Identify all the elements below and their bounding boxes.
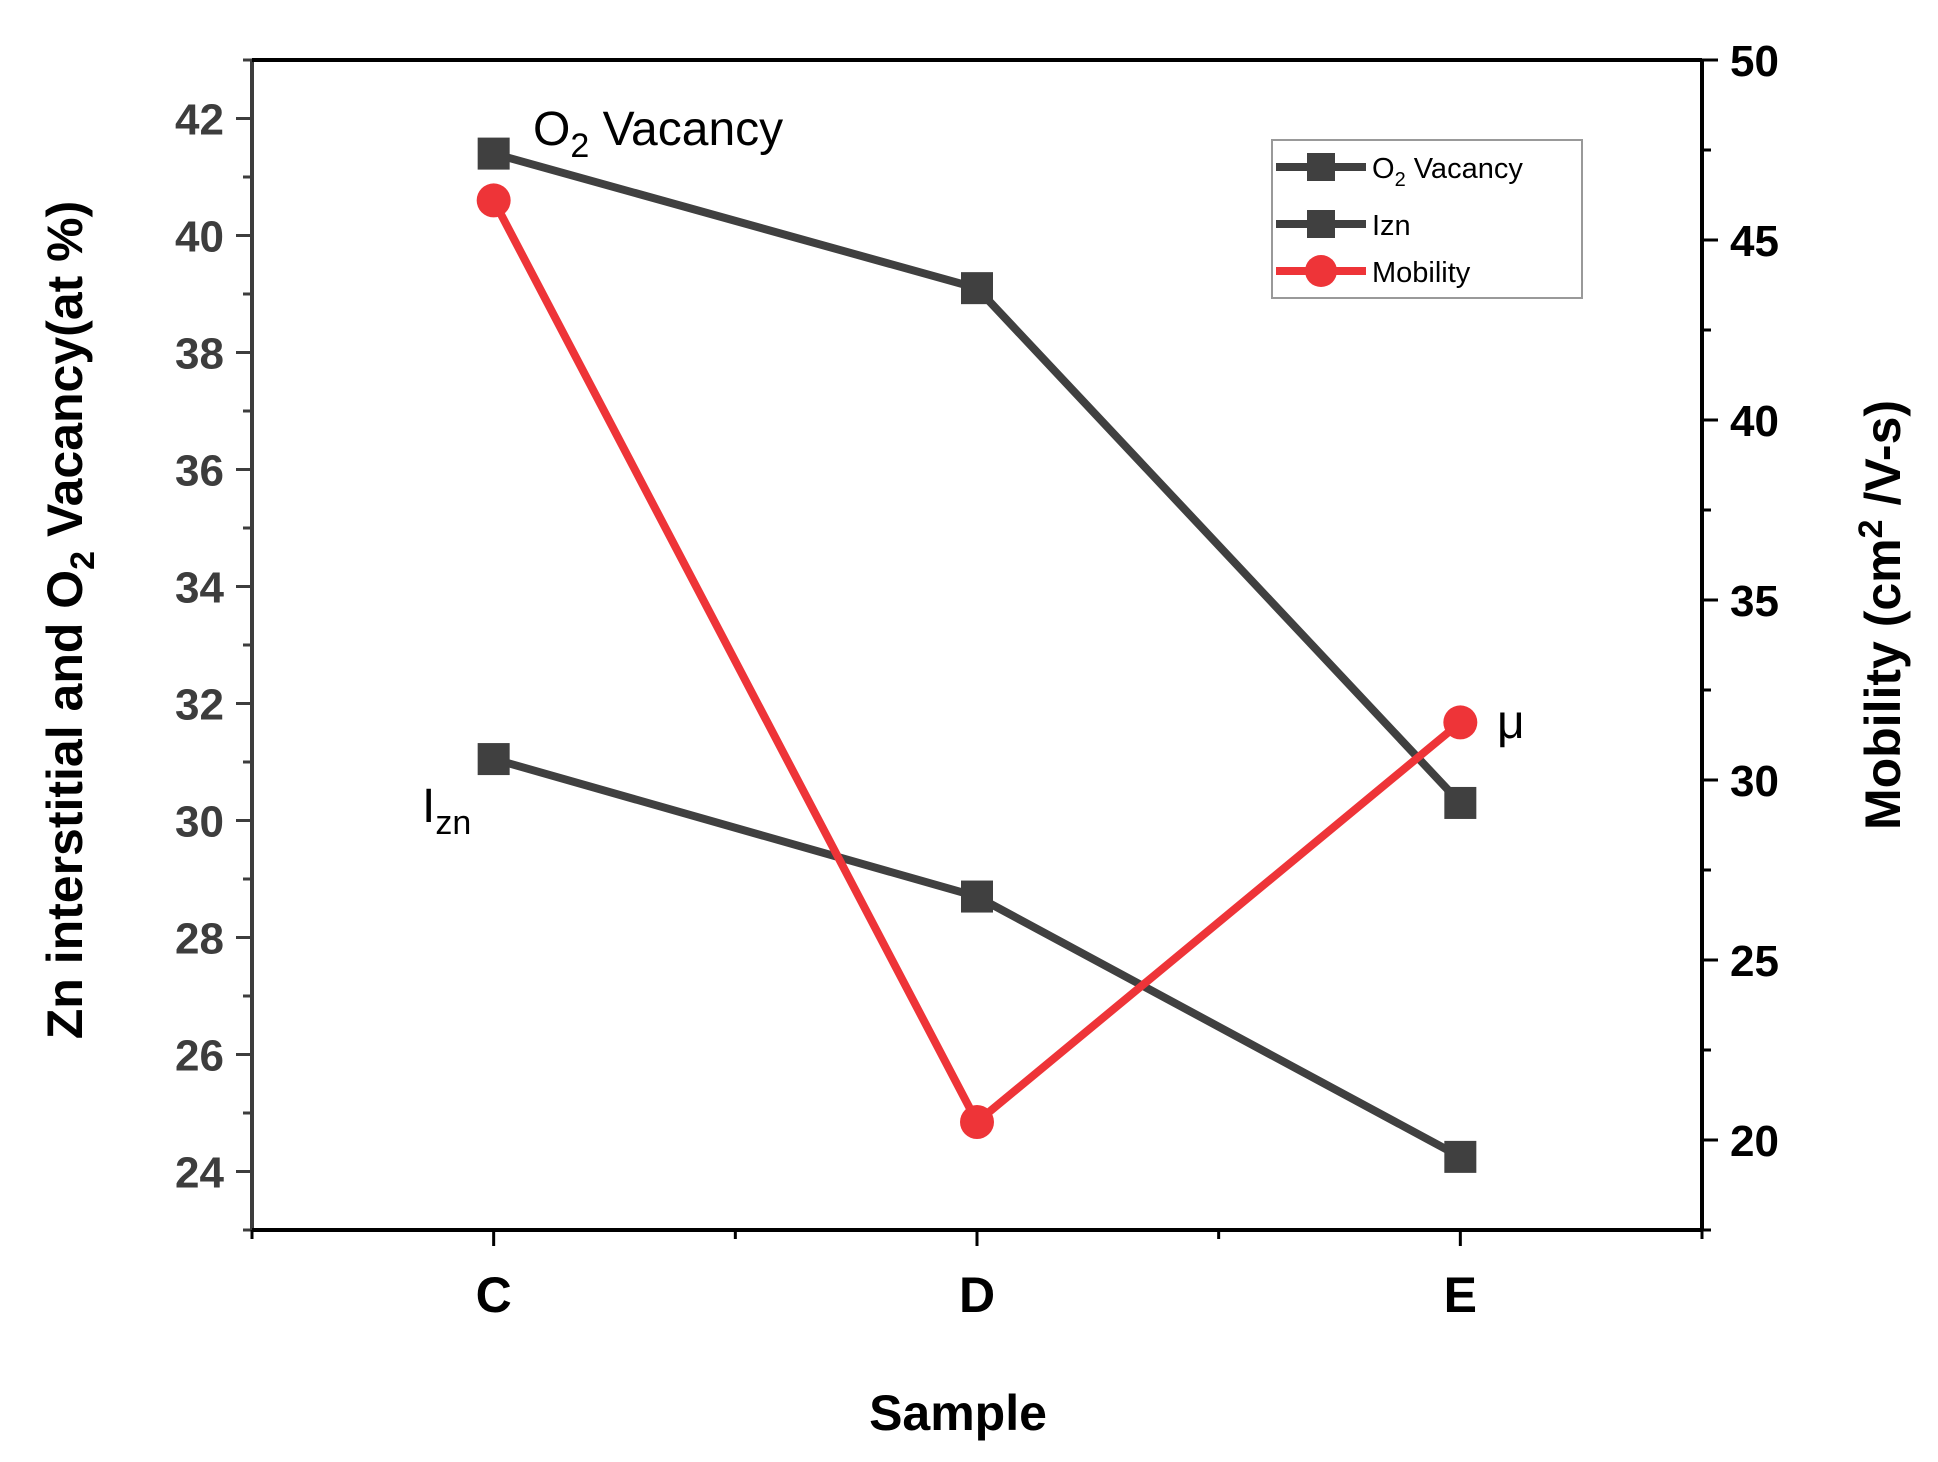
data-point-o2-vacancy-d: [961, 272, 993, 305]
data-point-izn-e: [1444, 1140, 1477, 1173]
left-tick-label: 32: [175, 681, 224, 730]
x-tick-label: D: [959, 1267, 995, 1323]
annotation-o2-rest: Vacancy: [589, 103, 783, 156]
legend-label-o2-vacancy: O2 Vacancy: [1372, 153, 1523, 191]
x-axis-ticks: C D E: [250, 1230, 1704, 1323]
right-tick-label: 35: [1730, 577, 1779, 626]
legend-item-izn: Izn: [1276, 210, 1411, 242]
x-tick-label: C: [476, 1267, 512, 1323]
legend: O2 Vacancy Izn Mobility: [1271, 139, 1583, 299]
legend-label-o2-subscript: 2: [1395, 169, 1406, 191]
annotation-o2-main: O: [533, 103, 570, 156]
right-axis-ticks: 20 25 30 35 40 45 50: [1702, 37, 1779, 1232]
legend-marker-mobility: [1305, 255, 1337, 287]
left-tick-label: 38: [175, 330, 224, 379]
legend-label-mobility: Mobility: [1372, 257, 1471, 289]
left-axis-ticks: 24 26 28 30 32 34 36 38 40 42: [175, 58, 252, 1232]
data-point-izn-c: [477, 743, 510, 776]
left-tick-label: 30: [175, 798, 224, 847]
legend-item-o2-vacancy: O2 Vacancy: [1276, 153, 1523, 191]
right-tick-label: 30: [1730, 757, 1779, 806]
data-point-izn-d: [961, 880, 993, 913]
legend-item-mobility: Mobility: [1276, 255, 1471, 289]
x-tick-label: E: [1444, 1267, 1477, 1323]
legend-marker-o2-vacancy: [1307, 153, 1335, 181]
right-y-axis-title-main: Mobility (cm: [1855, 538, 1911, 830]
left-y-axis-title-subscript: 2: [64, 551, 102, 570]
series-layer: [476, 137, 1478, 1173]
annotation-izn: Izn: [422, 780, 471, 842]
annotation-o2-vacancy: O2 Vacancy: [533, 103, 783, 165]
left-y-axis-title-main: Zn interstitial and O: [37, 570, 93, 1039]
right-y-axis-title-superscript: 2: [1852, 519, 1890, 538]
left-tick-label: 28: [175, 915, 224, 964]
right-tick-label: 20: [1730, 1117, 1779, 1166]
annotation-mu: μ: [1497, 696, 1525, 749]
right-y-axis-title-rest: /V-s): [1855, 400, 1911, 519]
left-tick-label: 42: [175, 96, 224, 145]
left-y-axis-title: Zn interstitial and O2 Vacancy(at %): [37, 201, 102, 1040]
annotation-izn-main: I: [422, 780, 435, 833]
left-y-axis-title-rest: Vacancy(at %): [37, 201, 93, 551]
data-point-o2-vacancy-e: [1444, 786, 1477, 819]
right-tick-label: 50: [1730, 37, 1779, 86]
left-tick-label: 36: [175, 447, 224, 496]
right-tick-label: 25: [1730, 937, 1779, 986]
data-point-mobility-e: [1443, 705, 1478, 740]
annotation-o2-subscript: 2: [570, 127, 589, 165]
legend-label-o2-main: O: [1372, 153, 1395, 185]
left-tick-label: 34: [175, 564, 224, 613]
x-axis-title: Sample: [869, 1385, 1047, 1441]
right-tick-label: 40: [1730, 397, 1779, 446]
legend-label-o2-rest: Vacancy: [1406, 153, 1524, 185]
right-tick-label: 45: [1730, 217, 1779, 266]
data-point-mobility-c: [476, 183, 511, 218]
data-point-mobility-d: [960, 1105, 994, 1139]
legend-marker-izn: [1307, 210, 1335, 238]
annotation-izn-subscript: zn: [435, 804, 471, 842]
left-tick-label: 24: [175, 1149, 224, 1198]
left-tick-label: 40: [175, 213, 224, 262]
data-point-o2-vacancy-c: [477, 137, 510, 170]
left-tick-label: 26: [175, 1032, 224, 1081]
right-y-axis-title: Mobility (cm2 /V-s): [1852, 400, 1911, 830]
legend-label-izn: Izn: [1372, 210, 1411, 242]
